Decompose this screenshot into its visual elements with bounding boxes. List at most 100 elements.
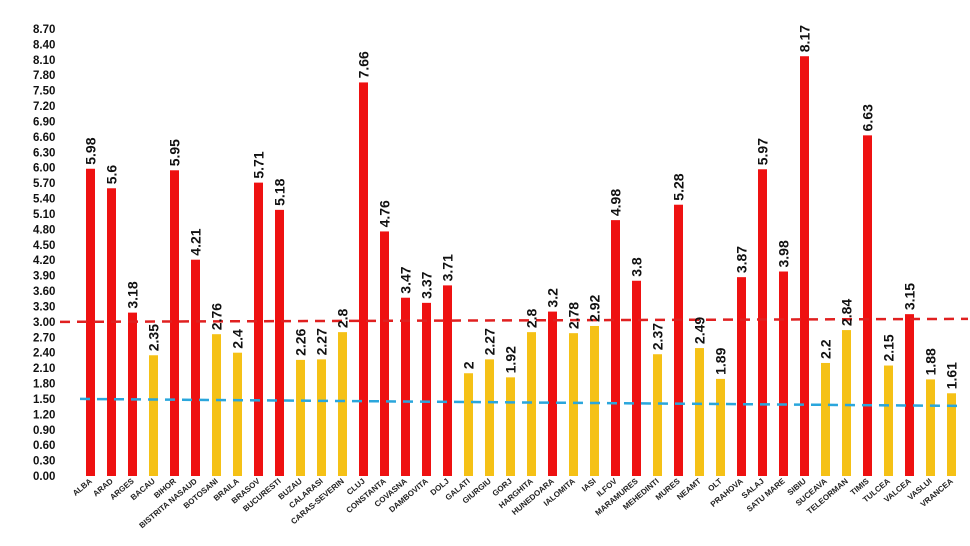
y-tick-label: 0.90 (33, 425, 55, 437)
bar (674, 204, 683, 477)
data-label: 5.71 (251, 151, 267, 178)
bar (527, 332, 536, 476)
data-label: 2.76 (209, 303, 225, 330)
y-tick-label: 0.00 (33, 471, 55, 483)
data-label: 2 (461, 361, 477, 369)
data-label: 3.71 (440, 254, 456, 281)
data-label: 3.87 (734, 246, 750, 273)
data-label: 5.95 (167, 139, 183, 166)
data-label: 6.63 (860, 104, 876, 131)
bar (380, 231, 389, 476)
bar (254, 182, 263, 476)
bar (569, 333, 578, 476)
bar (884, 365, 893, 476)
bar (464, 373, 473, 476)
bar (506, 377, 515, 476)
data-label: 1.61 (944, 362, 960, 389)
y-tick-label: 3.00 (33, 317, 55, 329)
data-label: 3.98 (776, 240, 792, 267)
bar (758, 169, 767, 477)
data-label: 3.15 (902, 283, 918, 310)
y-tick-label: 1.50 (33, 394, 55, 406)
bar (401, 297, 410, 476)
y-tick-label: 2.10 (33, 363, 55, 375)
y-tick-label: 0.30 (33, 456, 55, 468)
y-tick-label: 3.30 (33, 301, 55, 313)
data-label: 4.21 (188, 228, 204, 255)
y-tick-label: 0.60 (33, 440, 55, 452)
y-tick-label: 4.80 (33, 224, 55, 236)
y-axis: 0.00 0.30 0.60 0.90 1.20 1.50 1.80 2.10 2.40 2.70… (33, 24, 55, 483)
bar (842, 330, 851, 476)
y-tick-label: 8.40 (33, 39, 55, 51)
y-tick-label: 2.40 (33, 348, 55, 360)
data-label: 5.28 (671, 173, 687, 200)
y-tick-label: 6.60 (33, 132, 55, 144)
bar (653, 354, 662, 476)
bar (863, 135, 872, 477)
bar (443, 285, 452, 476)
y-tick-label: 1.20 (33, 409, 55, 421)
x-tick-label: NEAMT (675, 477, 703, 502)
y-tick-label: 6.30 (33, 147, 55, 159)
data-label: 2.27 (482, 328, 498, 355)
reference-lines (59, 317, 969, 408)
y-tick-label: 3.60 (33, 286, 55, 298)
data-label: 7.66 (356, 51, 372, 78)
data-label: 3.47 (398, 266, 414, 293)
data-label: 2.26 (293, 328, 309, 355)
y-tick-label: 7.80 (33, 70, 55, 82)
bar (317, 359, 326, 476)
bar (212, 334, 221, 476)
bar (926, 379, 935, 476)
y-tick-label: 6.00 (33, 163, 55, 175)
data-label: 2.15 (881, 334, 897, 361)
y-tick-label: 8.70 (33, 24, 55, 36)
x-tick-label: ALBA (71, 476, 94, 497)
bar (800, 56, 809, 477)
bar (821, 362, 830, 476)
data-label: 2.2 (818, 339, 834, 359)
data-label: 2.84 (839, 299, 855, 326)
bar (737, 277, 746, 476)
y-tick-label: 7.20 (33, 101, 55, 113)
data-label: 5.98 (83, 137, 99, 164)
y-tick-label: 6.90 (33, 116, 55, 128)
bar (716, 378, 725, 476)
y-tick-label: 7.50 (33, 86, 55, 98)
data-label: 2.35 (146, 324, 162, 351)
data-label: 2.37 (650, 323, 666, 350)
bar (632, 280, 641, 476)
data-label: 5.18 (272, 178, 288, 205)
y-tick-label: 1.80 (33, 379, 55, 391)
bar (359, 82, 368, 477)
bar (485, 359, 494, 476)
bar (695, 348, 704, 476)
threshold-line-high (59, 317, 969, 324)
threshold-line-low (79, 397, 963, 408)
data-label: 3.37 (419, 271, 435, 298)
data-label: 1.92 (503, 346, 519, 373)
bar (191, 259, 200, 476)
y-tick-label: 2.70 (33, 332, 55, 344)
bar (275, 209, 284, 477)
data-label: 2.27 (314, 328, 330, 355)
data-label: 4.98 (608, 189, 624, 216)
data-label: 5.97 (755, 138, 771, 165)
data-label: 1.89 (713, 347, 729, 374)
bar-series (86, 56, 956, 477)
bar (590, 325, 599, 476)
data-label: 4.76 (377, 200, 393, 227)
y-tick-label: 4.20 (33, 255, 55, 267)
bar (170, 170, 179, 477)
bar (338, 332, 347, 476)
y-tick-label: 5.70 (33, 178, 55, 190)
y-tick-label: 5.10 (33, 209, 55, 221)
data-label: 8.17 (797, 25, 813, 52)
bar (128, 312, 137, 476)
bar (779, 271, 788, 476)
data-label: 3.2 (545, 288, 561, 308)
bar (905, 314, 914, 476)
